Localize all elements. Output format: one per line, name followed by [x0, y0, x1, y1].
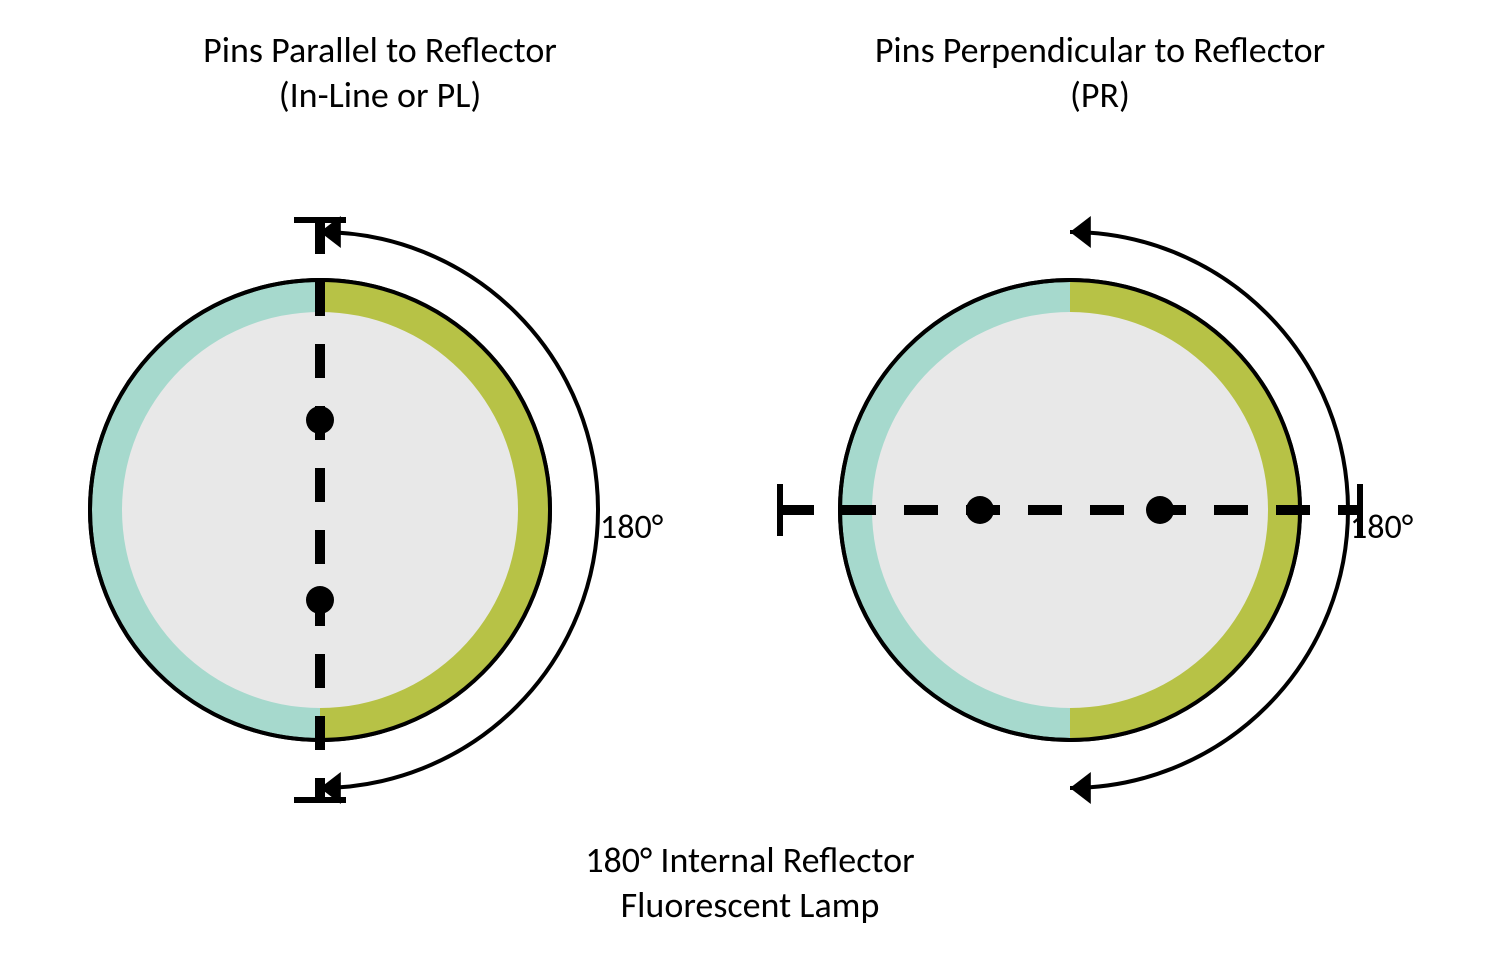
- diagram-svg: [0, 0, 1500, 975]
- diagram-container: Pins Parallel to Reflector (In-Line or P…: [0, 0, 1500, 975]
